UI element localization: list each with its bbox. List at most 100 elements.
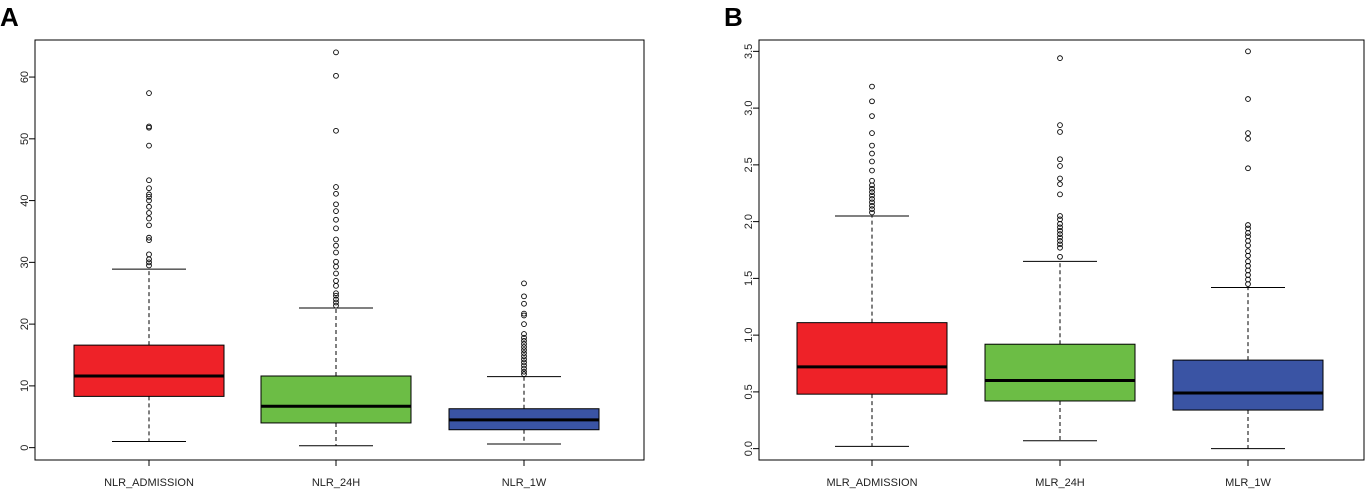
outlier-point xyxy=(1057,156,1063,163)
outlier-point xyxy=(333,282,339,289)
outlier-point xyxy=(1057,244,1063,251)
y-tick-label: 0 xyxy=(19,445,31,451)
box-nlr-1w xyxy=(448,280,600,445)
outlier-point xyxy=(146,194,152,200)
outlier-point xyxy=(521,334,527,341)
outlier-point xyxy=(521,362,527,369)
box-nlr-24h xyxy=(260,49,412,447)
y-tick-label: 40 xyxy=(19,194,31,206)
outlier-point xyxy=(146,142,152,149)
outlier-point xyxy=(1057,163,1063,169)
outlier-point xyxy=(521,321,527,327)
outlier-point xyxy=(1245,272,1251,278)
y-tick-label: 50 xyxy=(19,133,31,145)
outlier-point xyxy=(521,347,527,353)
outlier-point xyxy=(333,242,339,249)
outlier-point xyxy=(146,222,152,229)
outlier-point xyxy=(869,209,875,216)
outlier-point xyxy=(521,310,527,317)
outlier-point xyxy=(1057,181,1063,188)
outlier-point xyxy=(146,210,152,216)
outlier-point xyxy=(1057,241,1063,248)
outlier-point xyxy=(333,201,339,208)
outlier-point xyxy=(1245,135,1251,142)
outlier-point xyxy=(1057,253,1063,260)
box-nlr-admission xyxy=(73,90,225,442)
outlier-point xyxy=(521,280,527,287)
y-tick-label: 3.5 xyxy=(743,44,755,59)
outlier-point xyxy=(1057,224,1063,231)
outlier-point xyxy=(333,127,339,134)
outlier-point xyxy=(869,192,875,199)
outlier-point xyxy=(146,215,152,222)
outlier-point xyxy=(333,225,339,232)
boxplot-panel-b: 0.0 0.5 1.0 1.5 2.0 2.5 3.0 3.5 MLR_ADMISSION MLR… xyxy=(743,39,1365,489)
outlier-point xyxy=(1057,122,1063,128)
y-tick-label: 0.5 xyxy=(743,384,755,399)
outlier-point xyxy=(1245,263,1251,269)
outlier-point xyxy=(1245,267,1251,274)
outlier-point xyxy=(146,262,152,269)
y-tick-label: 1.0 xyxy=(743,327,755,342)
outlier-point xyxy=(146,237,152,243)
category-label: MLR_1W xyxy=(1225,477,1271,489)
outlier-point xyxy=(1057,213,1063,219)
outlier-point xyxy=(869,98,875,105)
iqr-box xyxy=(796,322,948,395)
outlier-point xyxy=(869,130,875,136)
iqr-box xyxy=(1172,359,1324,411)
outlier-point xyxy=(1057,175,1063,182)
outlier-point xyxy=(1057,227,1063,234)
box-mlr-24h xyxy=(984,55,1136,442)
outlier-point xyxy=(333,290,339,297)
outlier-point xyxy=(521,331,527,337)
outlier-point xyxy=(869,83,875,90)
outlier-point xyxy=(869,113,875,119)
outlier-point xyxy=(146,185,152,192)
y-tick-label: 30 xyxy=(19,256,31,268)
box-mlr-admission xyxy=(796,83,948,447)
outlier-point xyxy=(333,278,339,284)
outlier-point xyxy=(1057,234,1063,241)
outlier-point xyxy=(521,312,527,319)
outlier-point xyxy=(521,365,527,372)
outlier-point xyxy=(869,182,875,189)
outlier-point xyxy=(1245,165,1251,172)
outlier-point xyxy=(521,350,527,356)
outlier-point xyxy=(333,299,339,306)
outlier-point xyxy=(521,356,527,363)
category-label: NLR_1W xyxy=(502,477,547,489)
category-label: MLR_24H xyxy=(1035,477,1085,489)
outlier-point xyxy=(521,359,527,366)
outlier-point xyxy=(1057,216,1063,223)
outlier-point xyxy=(1245,225,1251,232)
outlier-point xyxy=(333,49,339,56)
outlier-point xyxy=(146,256,152,263)
outlier-point xyxy=(1057,129,1063,135)
outlier-point xyxy=(1245,130,1251,136)
y-tick-label: 2.5 xyxy=(743,157,755,172)
outlier-point xyxy=(869,167,875,174)
y-tick-label: 20 xyxy=(19,318,31,330)
outlier-point xyxy=(1057,231,1063,237)
outlier-point xyxy=(1245,230,1251,236)
outlier-point xyxy=(1245,222,1251,228)
iqr-box xyxy=(73,344,225,397)
outlier-point xyxy=(146,123,152,130)
outlier-point xyxy=(333,190,339,197)
category-label: NLR_24H xyxy=(312,477,360,489)
outlier-point xyxy=(146,197,152,204)
panel-label-b: B xyxy=(724,2,743,32)
outlier-point xyxy=(869,202,875,209)
outlier-point xyxy=(333,72,339,79)
outlier-point xyxy=(869,196,875,202)
outlier-point xyxy=(869,177,875,184)
y-tick-label: 0.0 xyxy=(743,441,755,456)
outlier-point xyxy=(1245,96,1251,102)
outlier-point xyxy=(1245,276,1251,283)
outlier-point xyxy=(521,368,527,375)
outlier-point xyxy=(869,189,875,195)
outlier-point xyxy=(521,344,527,350)
outlier-point xyxy=(869,206,875,212)
